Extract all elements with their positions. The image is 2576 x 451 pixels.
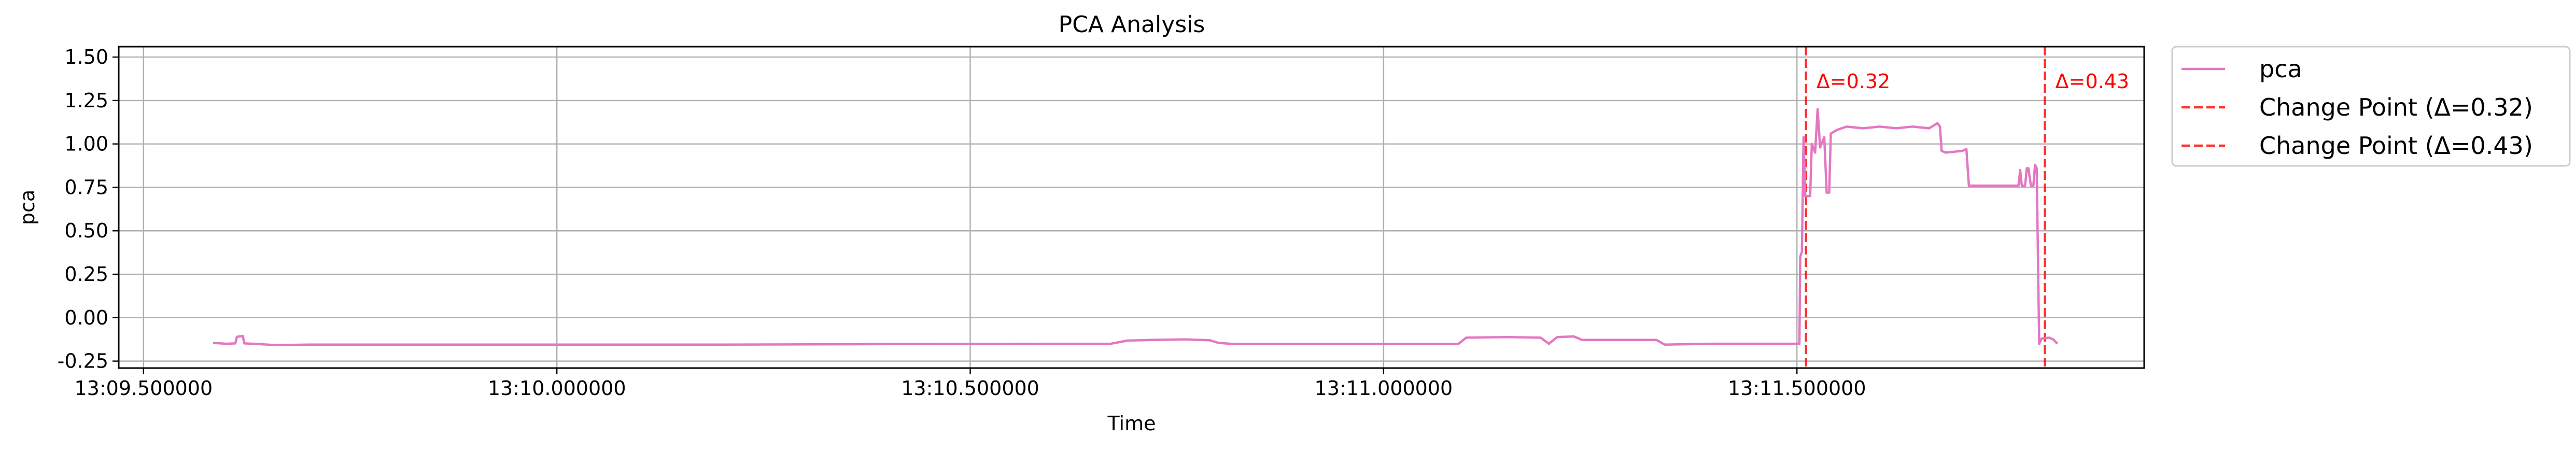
y-tick-label: 1.25 <box>64 89 108 112</box>
x-axis: 13:09.500000 13:10.000000 13:10.500000 13:1… <box>75 368 1866 400</box>
x-tick-label: 13:11.500000 <box>1728 377 1866 400</box>
plot-area: Δ=0.32 Δ=0.43 <box>118 46 2145 369</box>
x-tick-label: 13:09.500000 <box>75 377 213 400</box>
y-tick-label: 0.50 <box>64 219 108 242</box>
change-point-label: Δ=0.32 <box>1817 70 1890 93</box>
y-tick-label: 1.50 <box>64 46 108 68</box>
y-tick-label: 1.00 <box>64 133 108 156</box>
legend-label: Change Point (Δ=0.43) <box>2259 132 2533 160</box>
y-axis: -0.25 0.00 0.25 0.50 0.75 1.00 1.25 1.50 <box>58 46 119 373</box>
series-layer <box>213 108 2059 347</box>
plot-frame <box>118 46 2145 369</box>
change-point-labels: Δ=0.32 Δ=0.43 <box>1817 70 2129 93</box>
legend-label: pca <box>2259 55 2302 83</box>
x-tick-label: 13:10.000000 <box>488 377 626 400</box>
change-point-lines <box>1805 47 2046 368</box>
y-axis-label: pca <box>16 190 39 225</box>
y-tick-label: 0.75 <box>64 176 108 199</box>
y-tick-label: 0.25 <box>64 263 108 286</box>
plot-background <box>119 47 2144 368</box>
series-line-pca <box>213 108 2059 347</box>
legend: pca Change Point (Δ=0.32) Change Point (Δ=… <box>2171 46 2571 167</box>
legend-label: Change Point (Δ=0.32) <box>2259 93 2533 121</box>
chart-title: PCA Analysis <box>1059 11 1205 38</box>
change-point-label: Δ=0.43 <box>2056 70 2129 93</box>
x-axis-label: Time <box>1107 412 1156 435</box>
x-tick-label: 13:10.500000 <box>901 377 1039 400</box>
x-tick-label: 13:11.000000 <box>1315 377 1453 400</box>
y-tick-label: 0.00 <box>64 306 108 329</box>
legend-box <box>2171 46 2571 167</box>
y-tick-label: -0.25 <box>58 350 108 373</box>
